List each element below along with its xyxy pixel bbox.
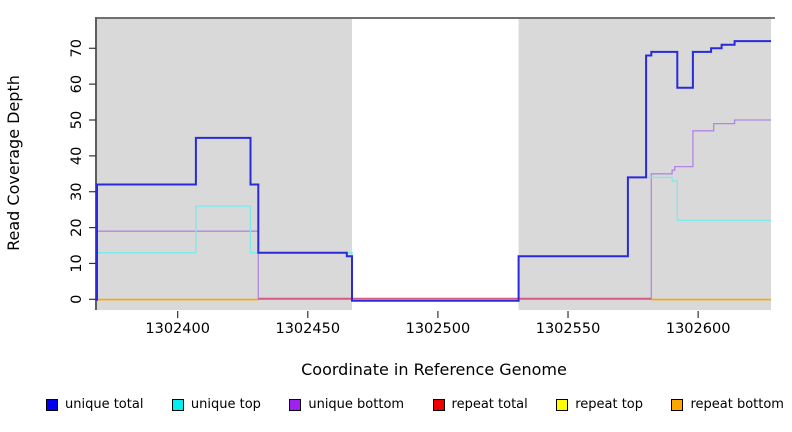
legend-item-repeat-top: repeat top — [556, 397, 643, 412]
legend-swatch-repeat-total — [432, 398, 445, 411]
legend: unique total unique top unique bottom repea… — [46, 397, 784, 412]
series-line-unique-total — [96, 40, 771, 302]
gap-region — [352, 19, 519, 310]
x-tick-label: 1302450 — [275, 321, 340, 337]
legend-label-repeat-total: repeat total — [451, 397, 528, 412]
y-tick-label: 10 — [69, 254, 85, 272]
legend-swatch-unique-top — [171, 398, 184, 411]
y-tick-label: 20 — [69, 218, 85, 236]
x-tick-label: 1302500 — [406, 321, 471, 337]
y-tick-label: 50 — [69, 111, 85, 129]
y-tick-label: 0 — [69, 295, 85, 304]
legend-item-repeat-total: repeat total — [432, 397, 528, 412]
x-axis-title: Coordinate in Reference Genome — [301, 360, 567, 379]
x-tick-label: 1302600 — [666, 321, 731, 337]
legend-swatch-repeat-top — [556, 398, 569, 411]
y-axis-title: Read Coverage Depth — [4, 75, 23, 251]
legend-swatch-unique-bottom — [289, 398, 302, 411]
legend-label-repeat-bottom: repeat bottom — [690, 397, 784, 412]
legend-swatch-unique-total — [46, 398, 58, 411]
legend-label-unique-total: unique total — [65, 397, 144, 412]
y-tick-label: 30 — [69, 182, 85, 200]
legend-label-repeat-top: repeat top — [575, 397, 643, 412]
y-tick-label: 70 — [69, 39, 85, 57]
legend-item-unique-bottom: unique bottom — [289, 397, 404, 412]
y-tick-label: 40 — [69, 147, 85, 165]
legend-label-unique-top: unique top — [190, 397, 261, 412]
legend-swatch-repeat-bottom — [671, 398, 684, 411]
legend-item-unique-top: unique top — [171, 397, 261, 412]
legend-item-repeat-bottom: repeat bottom — [671, 397, 784, 412]
legend-item-unique-total: unique total — [46, 397, 143, 412]
legend-label-unique-bottom: unique bottom — [308, 397, 405, 412]
series-line-unique-bottom — [96, 119, 771, 300]
y-tick-label: 60 — [69, 75, 85, 93]
x-tick-label: 1302400 — [145, 321, 210, 337]
x-tick-label: 1302550 — [536, 321, 601, 337]
